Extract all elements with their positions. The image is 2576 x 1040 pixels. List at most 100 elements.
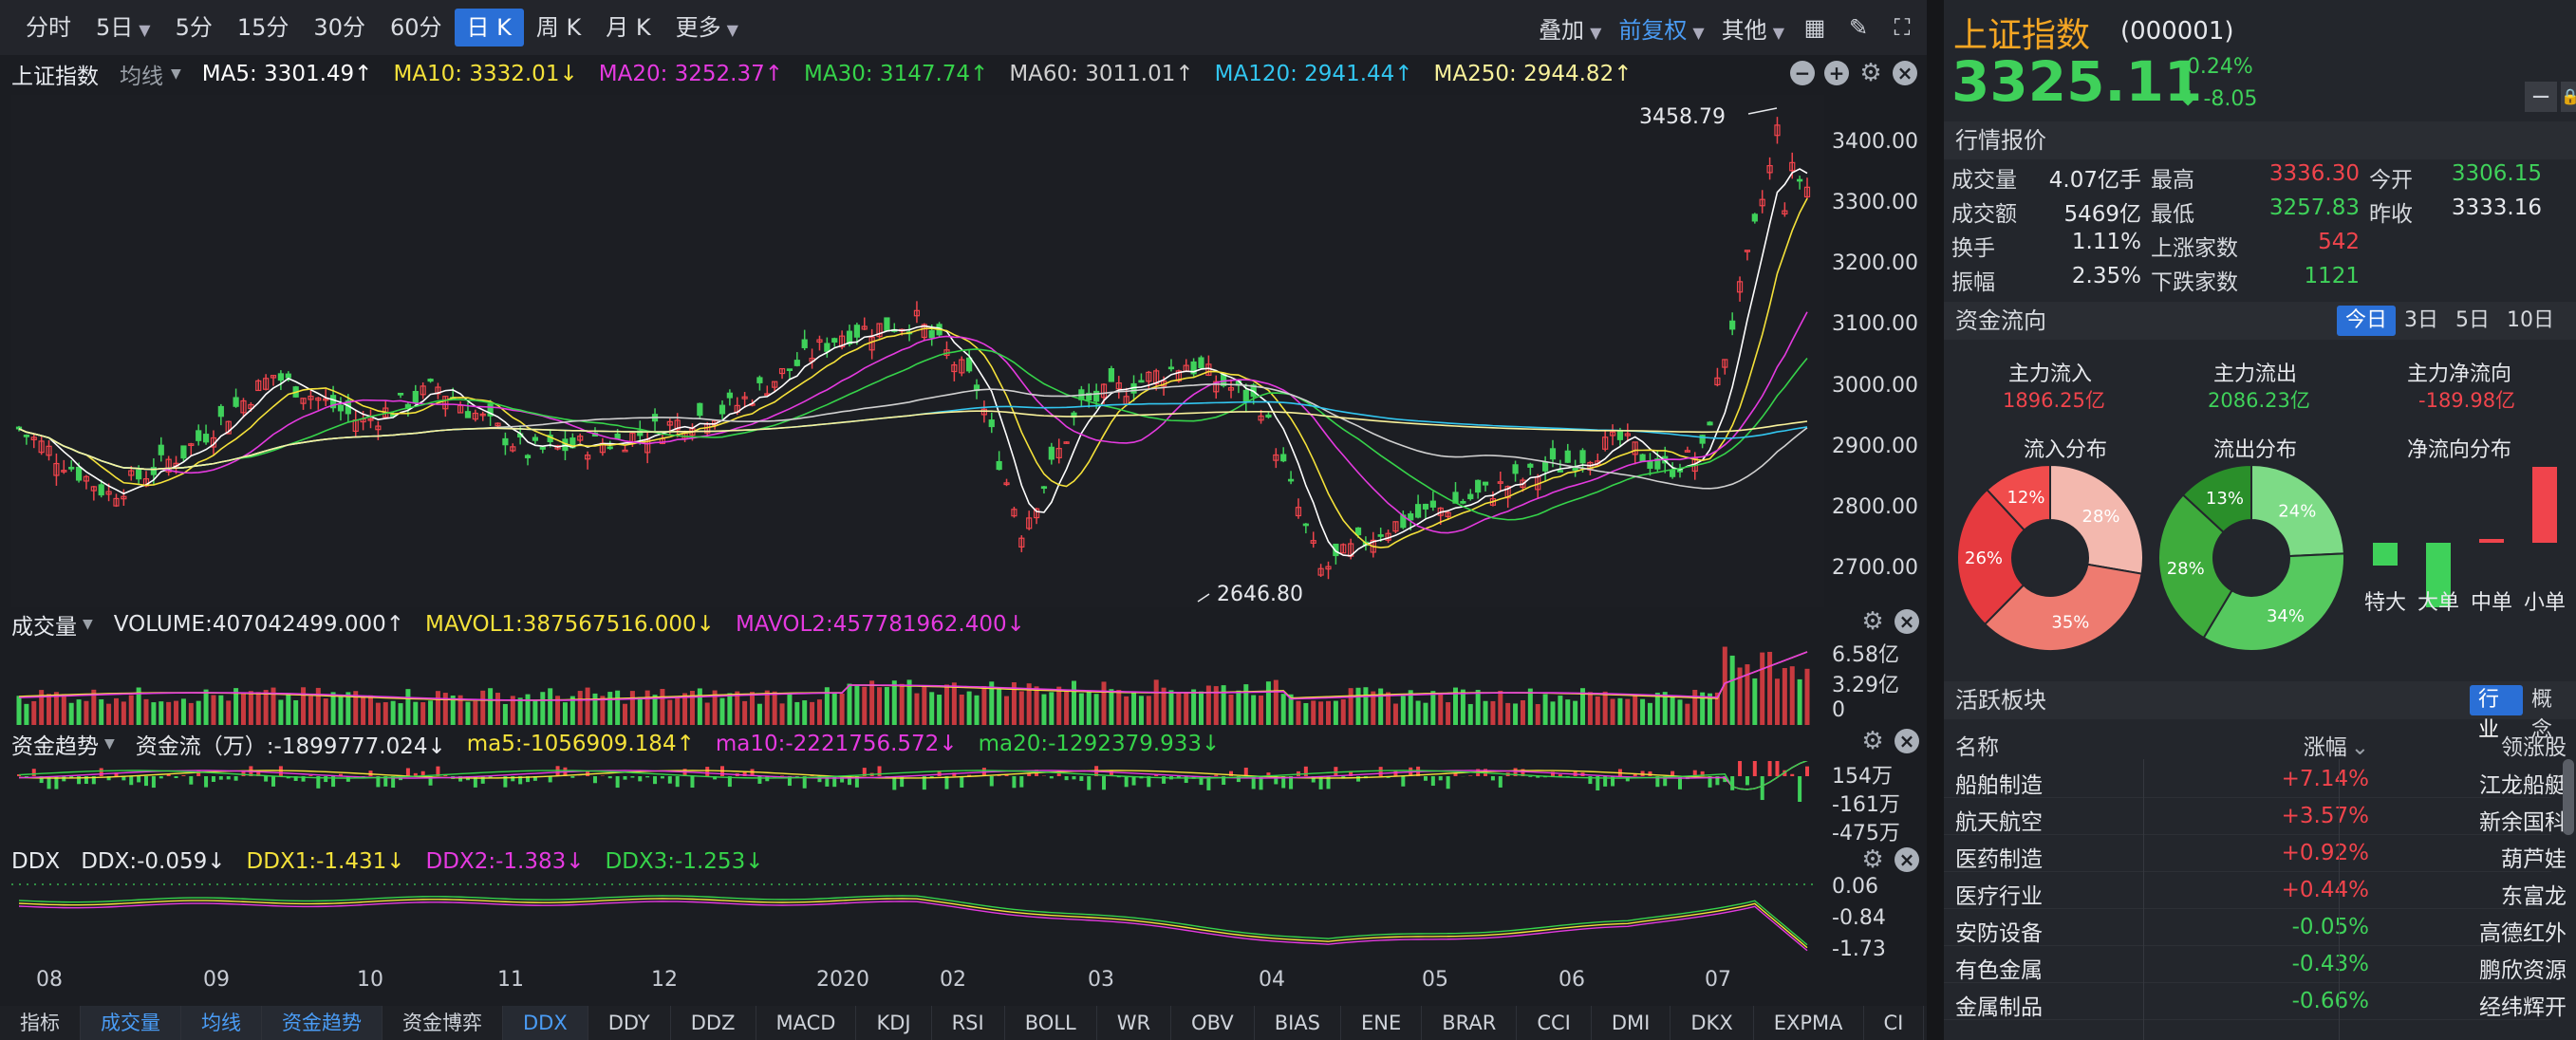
volume-bar [682,693,688,725]
chevron-down-icon[interactable]: ▼ [83,617,93,632]
indicator-tab-cci[interactable]: CCI [1517,1006,1592,1040]
outflow-pie-chart[interactable]: 24% 34% 28% 13% [2156,463,2346,653]
indicator-tab-macd[interactable]: MACD [756,1006,857,1040]
fund-flow-bar [526,776,531,783]
fund-flow-bar [1738,761,1743,776]
period-tab-9[interactable]: 更多 ▼ [663,9,751,46]
period-tab-2[interactable]: 5分 [163,9,225,46]
inflow-pie-chart[interactable]: 28% 35% 26% 12% [1955,463,2145,653]
sector-row[interactable] [1944,946,2551,983]
volume-bar [383,702,388,725]
indicator-tab-bias[interactable]: BIAS [1255,1006,1341,1040]
candle-body [697,402,703,417]
gear-icon[interactable]: ⚙ [1861,607,1884,636]
sector-title: 活跃板块 [1955,687,2046,714]
candle-body [1392,521,1399,532]
sector-tab-0[interactable]: 行业 [2470,685,2523,742]
gear-icon[interactable]: ⚙ [1861,845,1884,874]
indicator-tab-资金博弈[interactable]: 资金博弈 [383,1006,503,1040]
vertical-scrollbar[interactable] [2563,759,2574,835]
close-icon[interactable]: × [1893,61,1917,85]
indicator-tab-ddx[interactable]: DDX [503,1006,588,1040]
gear-icon[interactable]: ⚙ [1859,59,1882,87]
indicator-tab-dkx[interactable]: DKX [1671,1006,1754,1040]
quote-key: 今开 [2369,168,2413,193]
pen-icon[interactable]: ✎ [1848,14,1869,41]
other-dropdown[interactable]: 其他 ▼ [1722,11,1784,45]
net-flow-bar-chart[interactable]: 特大 大单 中单 小单 [2358,463,2576,678]
fund-flow-period-3[interactable]: 10日 [2507,308,2555,332]
volume-bar [787,693,793,725]
chevron-down-icon[interactable]: ▼ [104,736,115,752]
lock-icon[interactable]: 🔒 [2561,82,2576,112]
sector-row[interactable] [1944,872,2551,909]
indicator-tab-ene[interactable]: ENE [1341,1006,1423,1040]
volume-chart[interactable] [11,641,1824,725]
close-icon[interactable]: × [1895,609,1919,634]
period-tab-3[interactable]: 15分 [225,9,302,46]
adjust-dropdown[interactable]: 前复权 ▼ [1618,11,1704,45]
ma-type-dropdown[interactable]: 均线 [120,65,163,89]
fund-flow-bar [862,768,867,776]
indicator-tab-资金趋势[interactable]: 资金趋势 [262,1006,383,1040]
indicator-tab-ci[interactable]: CI [1864,1006,1925,1040]
indicator-tab-指标[interactable]: 指标 [0,1006,81,1040]
sector-row[interactable] [1944,798,2551,835]
fund-flow-period-0[interactable]: 今日 [2337,306,2397,336]
date-tick-label: 04 [1259,968,1285,992]
indicator-tab-boll[interactable]: BOLL [1005,1006,1097,1040]
indicator-tab-obv[interactable]: OBV [1171,1006,1255,1040]
sector-tab-1[interactable]: 概念 [2531,688,2553,742]
period-tab-8[interactable]: 月 K [593,9,663,46]
candle-body [1572,467,1578,472]
indicator-tab-expma[interactable]: EXPMA [1754,1006,1864,1040]
overlay-dropdown[interactable]: 叠加 ▼ [1539,11,1601,45]
indicator-tab-brar[interactable]: BRAR [1422,1006,1518,1040]
indicator-tab-ddz[interactable]: DDZ [671,1006,756,1040]
zoom-in-icon[interactable]: + [1824,61,1849,85]
indicator-tab-kdj[interactable]: KDJ [856,1006,932,1040]
period-tab-1[interactable]: 5日 ▼ [84,9,163,46]
panel-divider[interactable] [1927,0,1944,1040]
sector-row[interactable] [1944,983,2551,1020]
fullscreen-icon[interactable]: ⛶ [1894,14,1911,41]
fund-trend-chart[interactable] [11,761,1824,845]
candle-body [472,412,478,420]
close-icon[interactable]: × [1895,729,1919,753]
fund-flow-period-2[interactable]: 5日 [2455,308,2491,332]
period-high-label: 3458.79 [1639,105,1726,129]
grid-icon[interactable]: ▦ [1803,14,1826,41]
period-tab-4[interactable]: 30分 [301,9,378,46]
volume-bar [24,703,29,725]
indicator-tab-wr[interactable]: WR [1097,1006,1172,1040]
chevron-down-icon[interactable]: ⌄ [2350,735,2369,760]
candlestick-chart[interactable]: 3458.79 2646.80 [11,95,1824,607]
period-tab-0[interactable]: 分时 [13,9,84,46]
sector-row[interactable] [1944,909,2551,946]
fund-flow-bar [1326,776,1331,789]
close-icon[interactable]: × [1895,847,1919,872]
fund-flow-period-1[interactable]: 3日 [2404,308,2439,332]
remove-button[interactable]: − [2525,82,2557,112]
zoom-out-icon[interactable]: − [1790,61,1815,85]
volume-bar [330,692,336,725]
sector-row[interactable] [1944,761,2551,798]
period-label: 分时 [26,14,71,41]
period-tab-5[interactable]: 60分 [378,9,455,46]
period-tab-7[interactable]: 周 K [524,9,593,46]
fund-flow-bar [345,776,350,782]
indicator-tab-ddy[interactable]: DDY [588,1006,671,1040]
volume-bar [1625,698,1631,725]
indicator-tab-rsi[interactable]: RSI [932,1006,1005,1040]
volume-bar [959,695,964,725]
period-label: 30分 [313,14,365,41]
period-tab-6[interactable]: 日 K [454,9,524,46]
indicator-tab-dmi[interactable]: DMI [1592,1006,1671,1040]
quote-key: 成交额 [1951,202,2017,227]
sector-row[interactable] [1944,835,2551,872]
indicator-tab-均线[interactable]: 均线 [181,1006,262,1040]
ddx-chart[interactable] [11,879,1824,974]
fund-flow-bar [532,776,537,781]
gear-icon[interactable]: ⚙ [1861,727,1884,755]
indicator-tab-成交量[interactable]: 成交量 [81,1006,181,1040]
